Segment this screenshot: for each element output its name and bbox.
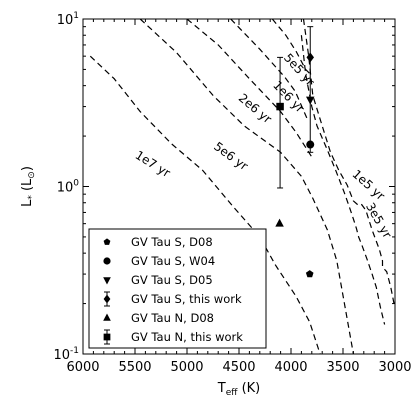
isochrone-layer <box>89 19 395 354</box>
y-tick-label: 10-1 <box>53 346 79 363</box>
isochrone-line-3e5-yr <box>300 35 386 325</box>
y-axis-title-unit-open: (L <box>20 178 35 195</box>
x-axis-title-main: T <box>217 381 226 396</box>
data-point-layer <box>275 26 315 278</box>
legend-marker-pentagon <box>103 238 111 245</box>
x-axis-title-sub: eff <box>226 388 239 398</box>
tick-layer: 6000 5500 5000 4500 4000 3500 3000 10-1 100 101 <box>53 11 411 375</box>
legend-marker-circle <box>103 257 111 265</box>
y-tick-label: 100 <box>57 179 80 196</box>
x-tick-label: 3000 <box>378 360 411 375</box>
legend: GV Tau S, D08 GV Tau S, W04 GV Tau S, D05 G… <box>88 228 267 349</box>
isochrone-label: 5e6 yr <box>211 139 250 173</box>
legend-label: GV Tau S, this work <box>131 292 242 306</box>
legend-box <box>88 228 267 349</box>
legend-label: GV Tau N, D08 <box>131 311 214 325</box>
legend-marker-square <box>103 333 111 341</box>
x-tick-label: 4500 <box>222 360 255 375</box>
x-tick-label: 5000 <box>170 360 203 375</box>
legend-marker-triangle-up <box>103 313 111 321</box>
data-point-pentagon <box>305 270 314 278</box>
x-tick-label: 6000 <box>66 360 99 375</box>
isochrone-label: 1e5 yr <box>350 167 388 203</box>
y-axis-title: L* (L⊙) <box>20 166 37 207</box>
x-tick-label: 4000 <box>274 360 307 375</box>
isochrone-label: 2e6 yr <box>236 91 275 127</box>
data-point-diamond <box>306 52 314 63</box>
y-axis-title-sub: * <box>27 195 37 200</box>
y-axis-title-main: L <box>20 199 35 207</box>
isochrone-line-1e5-yr <box>302 19 395 304</box>
data-point-square <box>276 102 284 111</box>
legend-marker-triangle-down <box>103 277 111 285</box>
legend-label: GV Tau N, this work <box>131 330 243 344</box>
isochrone-line-1e7-yr <box>89 55 321 354</box>
legend-label: GV Tau S, W04 <box>131 254 215 268</box>
data-point-triangle-up <box>275 218 284 227</box>
y-tick-label: 101 <box>57 11 79 28</box>
legend-label: GV Tau S, D08 <box>131 235 213 249</box>
x-axis-title-unit: (K) <box>237 381 260 396</box>
isochrone-label: 3e5 yr <box>363 200 394 240</box>
legend-label: GV Tau S, D05 <box>131 273 213 287</box>
isochrone-line-5e5-yr <box>271 19 313 76</box>
y-axis-title-unit-close: ) <box>20 166 35 171</box>
isochrone-line-5e6-yr <box>139 19 354 354</box>
legend-marker-diamond <box>103 294 111 304</box>
isochrone-label: 1e7 yr <box>133 148 173 180</box>
x-tick-label: 3500 <box>326 360 359 375</box>
x-axis-title: Teff (K) <box>217 381 261 398</box>
isochrone-line-2e6-yr <box>186 19 313 158</box>
y-axis-title-unit-sub: ⊙ <box>27 171 37 179</box>
x-tick-label: 5500 <box>118 360 151 375</box>
isochrone-label: 1e6 yr <box>270 78 307 115</box>
